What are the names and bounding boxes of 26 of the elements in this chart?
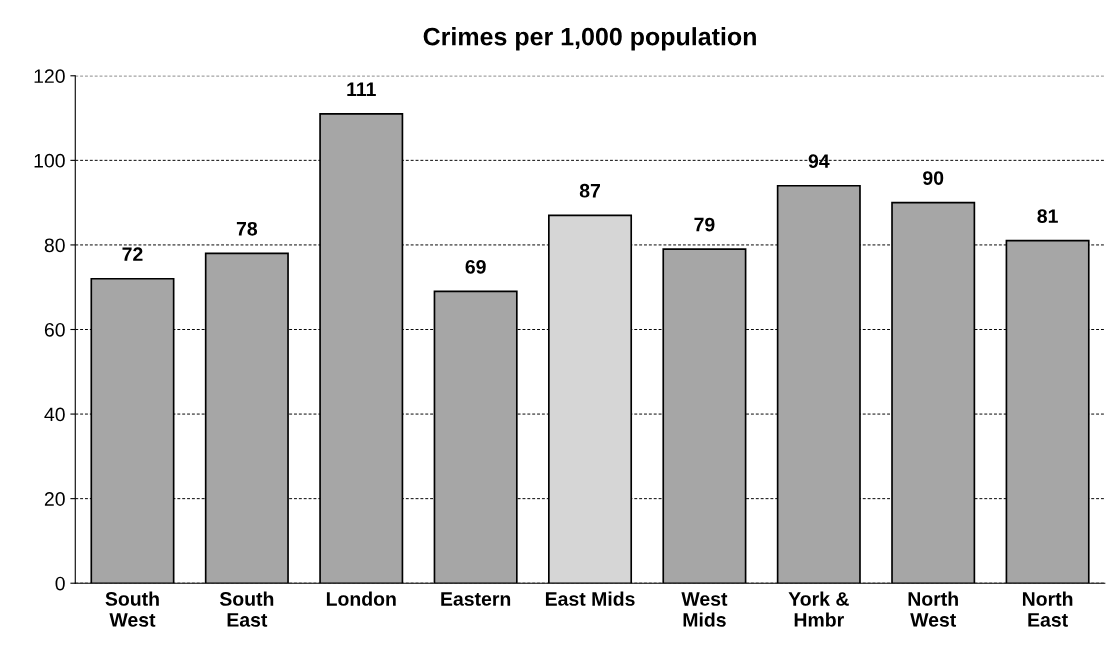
x-tick-label: South East <box>219 591 274 627</box>
x-tick-label: York & Hmbr <box>788 591 849 627</box>
x-tick-label: Eastern <box>441 592 511 606</box>
x-tick-label: South West <box>105 591 159 627</box>
data-label: 79 <box>694 217 715 232</box>
y-tick-label: 20 <box>44 492 65 506</box>
data-label: 87 <box>579 183 600 198</box>
y-tick-label: 60 <box>44 322 65 337</box>
y-tick-label: 100 <box>34 153 65 168</box>
y-tick-label: 40 <box>44 407 65 422</box>
data-label: 81 <box>1037 209 1058 223</box>
y-tick-label: 80 <box>44 238 65 253</box>
data-label: 111 <box>347 82 376 96</box>
x-tick-label: West Mids <box>681 592 728 627</box>
x-tick-label: London <box>326 591 396 606</box>
data-label: 78 <box>236 221 258 236</box>
y-tick-label: 120 <box>34 69 65 84</box>
x-tick-label: East Mids <box>545 591 635 606</box>
data-label: 72 <box>122 247 143 261</box>
x-tick-label: North West <box>908 591 958 627</box>
y-tick-label: 0 <box>55 576 65 591</box>
chart-title: Crimes per 1,000 population <box>423 27 756 51</box>
data-label: 69 <box>465 259 486 274</box>
data-label: 90 <box>923 171 944 185</box>
data-label: 94 <box>808 154 830 168</box>
x-tick-label: North East <box>1022 591 1073 627</box>
